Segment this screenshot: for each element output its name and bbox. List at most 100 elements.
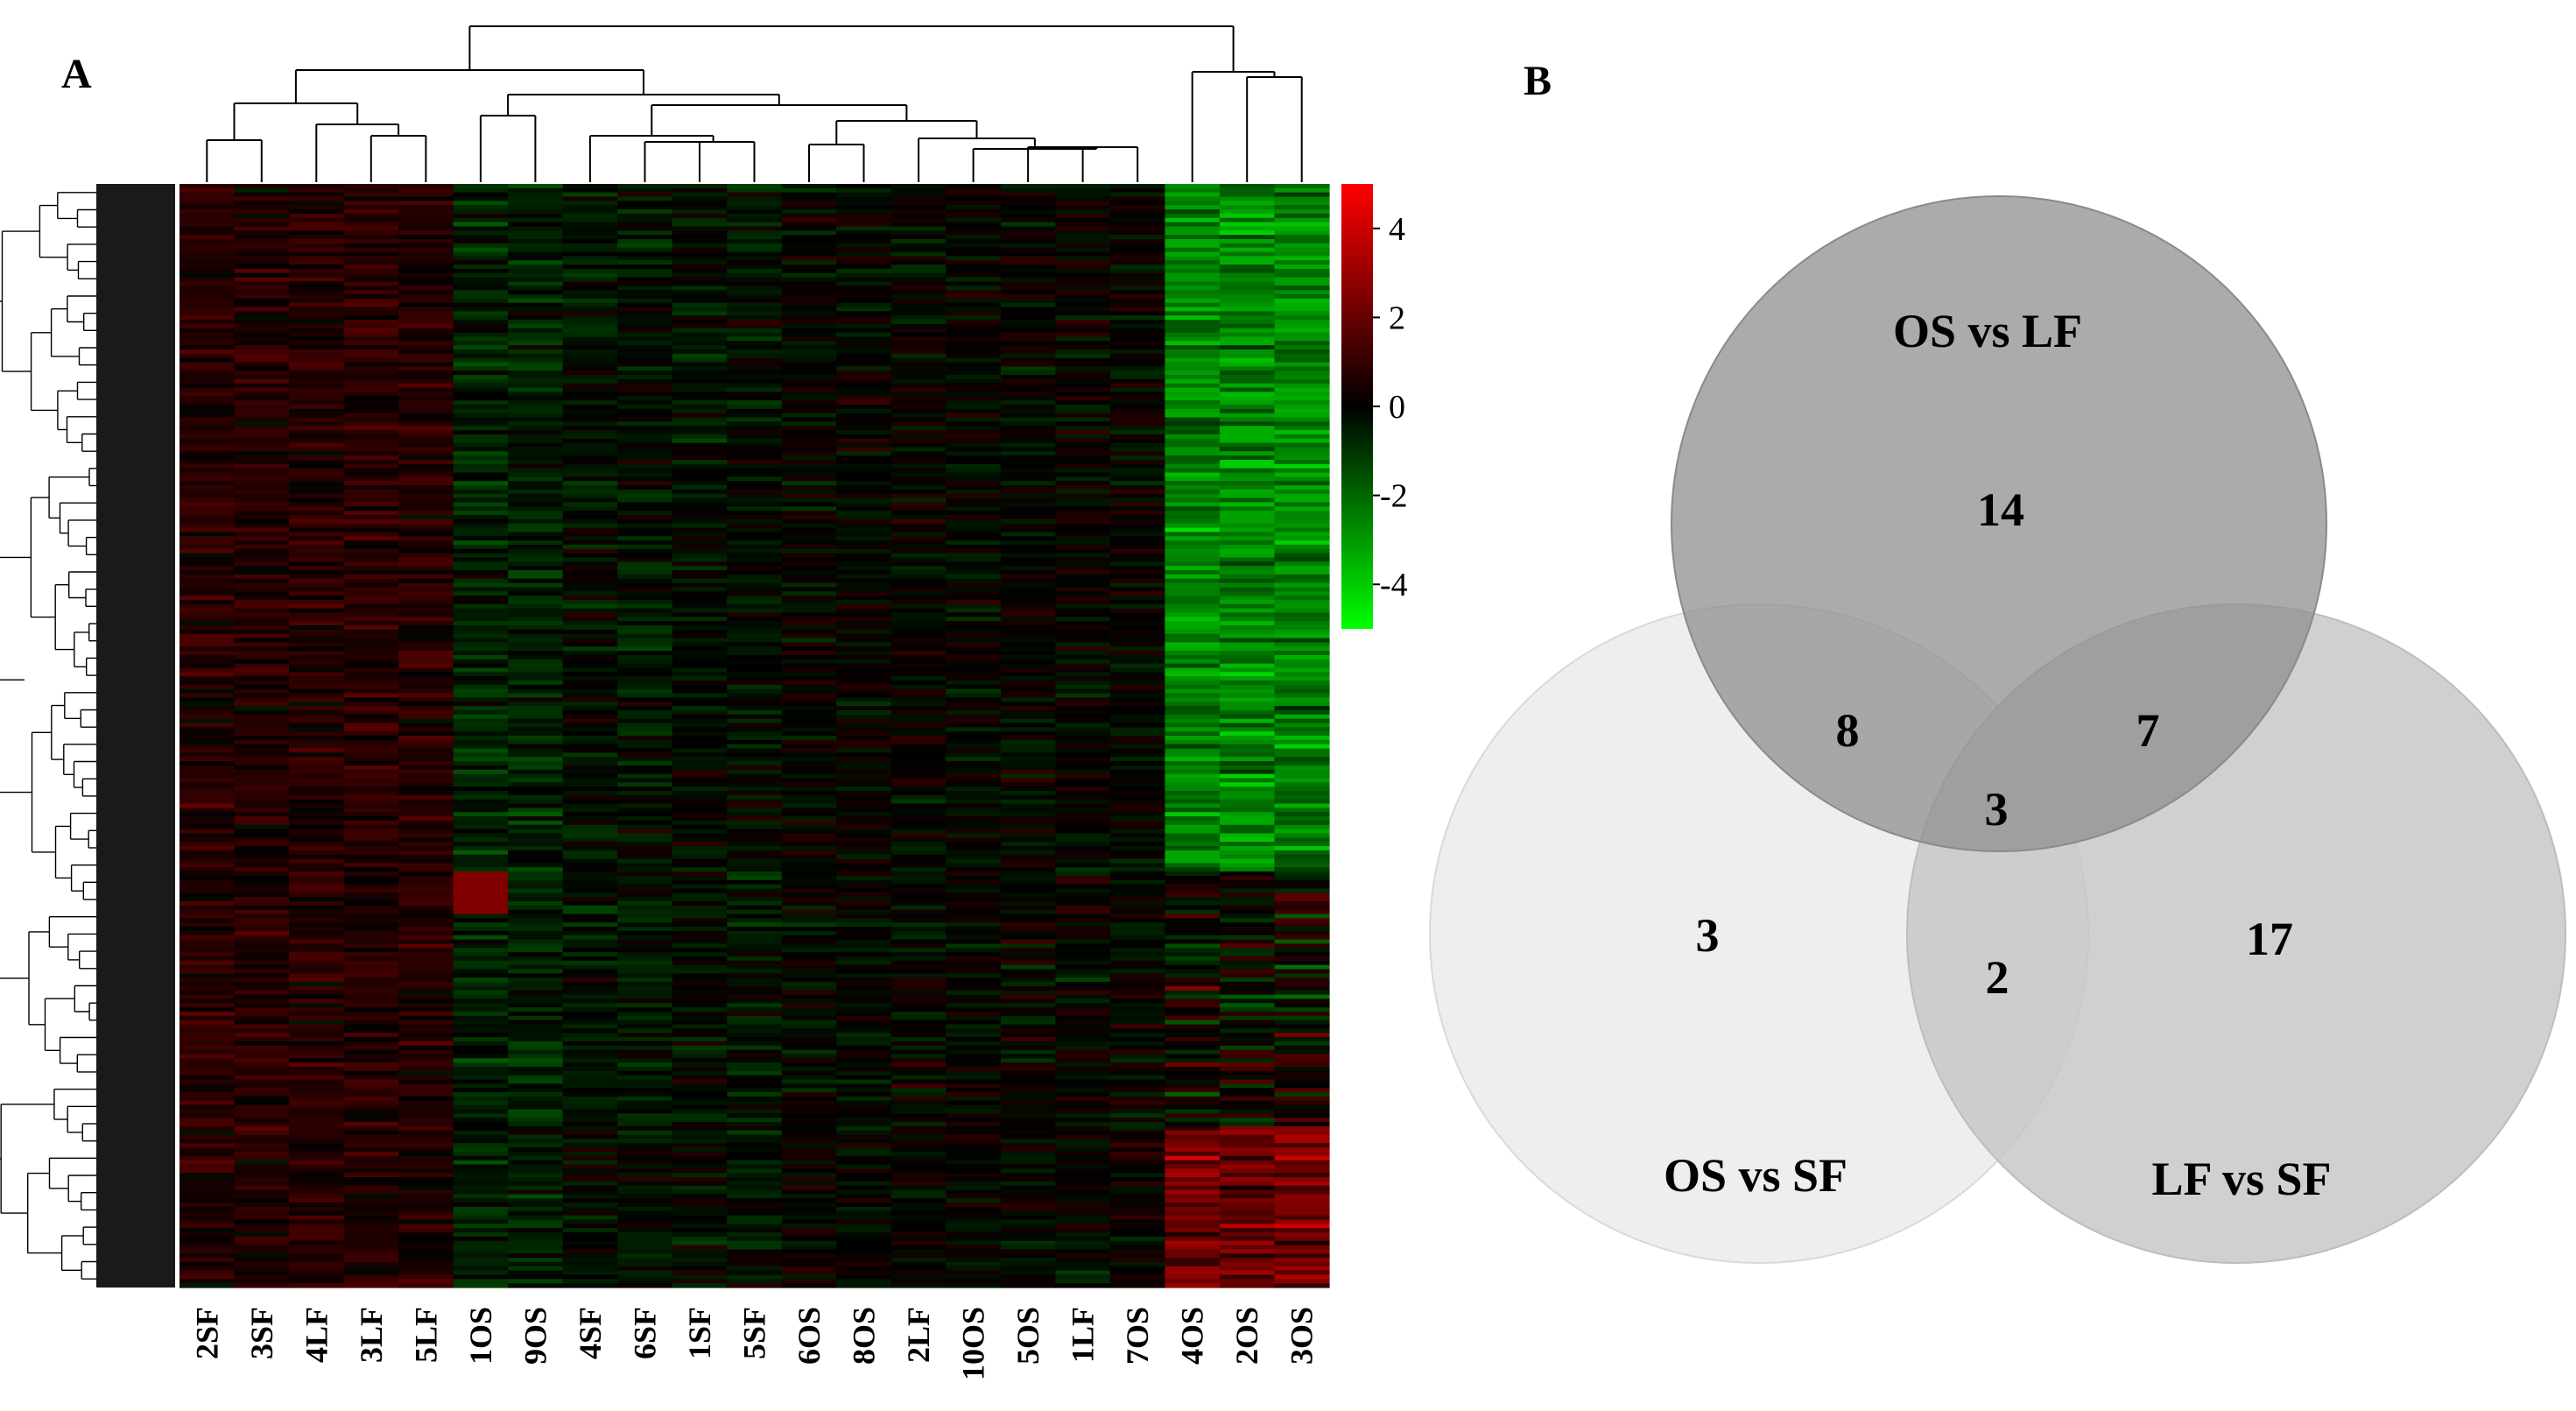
- heatmap-cell: [398, 1228, 454, 1233]
- heatmap-cell: [562, 977, 618, 983]
- heatmap-cell: [617, 187, 673, 194]
- heatmap-cell: [1109, 1122, 1166, 1127]
- heatmap-cell: [946, 213, 1002, 219]
- heatmap-cell: [836, 1088, 892, 1093]
- heatmap-cell: [836, 1181, 892, 1187]
- heatmap-cell: [343, 311, 399, 316]
- heatmap-cell: [1055, 914, 1111, 919]
- heatmap-cell: [890, 1181, 947, 1187]
- heatmap-cell: [1000, 378, 1056, 384]
- heatmap-cell: [289, 362, 345, 367]
- heatmap-cell: [1055, 646, 1111, 652]
- heatmap-cell: [617, 752, 673, 758]
- heatmap-cell: [234, 1228, 290, 1233]
- heatmap-cell: [562, 1088, 618, 1093]
- heatmap-cell: [727, 357, 783, 363]
- heatmap-cell: [343, 964, 399, 970]
- heatmap-cell: [1109, 1067, 1166, 1072]
- heatmap-cell: [727, 748, 783, 753]
- heatmap-cell: [234, 1088, 290, 1093]
- heatmap-cell: [836, 566, 892, 571]
- heatmap-cell: [672, 574, 728, 580]
- heatmap-cell: [453, 557, 509, 562]
- heatmap-cell: [727, 511, 783, 516]
- heatmap-cell: [234, 544, 290, 550]
- heatmap-cell: [890, 816, 947, 822]
- heatmap-cell: [179, 808, 236, 813]
- heatmap-cell: [946, 1245, 1002, 1250]
- heatmap-cell: [781, 1143, 837, 1148]
- heatmap-cell: [179, 392, 236, 397]
- heatmap-cell: [727, 209, 783, 215]
- heatmap-cell: [672, 557, 728, 562]
- heatmap-cell: [234, 1240, 290, 1246]
- heatmap-cell: [562, 591, 618, 596]
- heatmap-cell: [946, 1033, 1002, 1038]
- heatmap-cell: [781, 307, 837, 312]
- heatmap-cell: [234, 196, 290, 201]
- heatmap-cell: [672, 688, 728, 695]
- heatmap-cell: [398, 387, 454, 393]
- heatmap-cell: [617, 511, 673, 516]
- heatmap-cell: [836, 201, 892, 206]
- heatmap-cell: [453, 1253, 509, 1259]
- heatmap-cell: [289, 527, 345, 533]
- heatmap-cell: [453, 226, 509, 231]
- heatmap-cell: [453, 1232, 509, 1238]
- heatmap-cell: [562, 985, 618, 991]
- heatmap-cell: [289, 387, 345, 393]
- heatmap-cell: [617, 493, 673, 499]
- heatmap-cell: [562, 472, 618, 477]
- heatmap-cell: [946, 1232, 1002, 1238]
- heatmap-cell: [234, 646, 290, 652]
- heatmap-cell: [1055, 1113, 1111, 1118]
- heatmap-cell: [562, 1079, 618, 1084]
- heatmap-cell: [617, 519, 673, 525]
- heatmap-cell: [946, 998, 1002, 1004]
- heatmap-cell: [1055, 1261, 1111, 1267]
- heatmap-cell: [836, 243, 892, 249]
- heatmap-cell: [289, 307, 345, 312]
- heatmap-cell: [1000, 481, 1056, 486]
- heatmap-cell: [179, 226, 236, 231]
- heatmap-cell: [398, 858, 454, 864]
- heatmap-cell: [890, 1270, 947, 1276]
- heatmap-cell: [672, 472, 728, 477]
- heatmap-cell: [946, 1083, 1002, 1089]
- heatmap-cell: [398, 405, 454, 410]
- heatmap-cell: [672, 460, 728, 465]
- heatmap-cell: [890, 888, 947, 893]
- heatmap-cell: [1000, 752, 1056, 758]
- heatmap-cell: [398, 328, 454, 334]
- heatmap-cell: [179, 493, 236, 499]
- heatmap-cell: [453, 663, 509, 669]
- heatmap-cell: [727, 1007, 783, 1012]
- heatmap-cell: [1109, 213, 1166, 219]
- heatmap-cell: [1109, 265, 1166, 270]
- heatmap-cell: [836, 400, 892, 406]
- heatmap-cell: [562, 748, 618, 753]
- heatmap-cell: [234, 1177, 290, 1182]
- heatmap-cell: [562, 532, 618, 537]
- heatmap-cell: [1109, 1033, 1166, 1038]
- heatmap-cell: [453, 943, 509, 949]
- heatmap-cell: [781, 328, 837, 334]
- heatmap-cell: [890, 1054, 947, 1059]
- heatmap-cell: [1055, 871, 1111, 877]
- heatmap-cell: [836, 744, 892, 750]
- heatmap-cell: [453, 247, 509, 253]
- heatmap-cell: [617, 676, 673, 681]
- heatmap-cell: [890, 960, 947, 966]
- heatmap-cell: [727, 527, 783, 533]
- heatmap-cell: [836, 714, 892, 720]
- heatmap-cell: [890, 485, 947, 490]
- heatmap-cell: [179, 1075, 236, 1081]
- heatmap-cell: [1165, 205, 1221, 210]
- heatmap-cell: [617, 515, 673, 520]
- heatmap-cell: [508, 1203, 564, 1208]
- heatmap-cell: [453, 820, 509, 826]
- heatmap-cell: [343, 642, 399, 647]
- heatmap-cell: [727, 850, 783, 856]
- heatmap-cell: [617, 1279, 673, 1284]
- heatmap-cell: [1000, 187, 1056, 194]
